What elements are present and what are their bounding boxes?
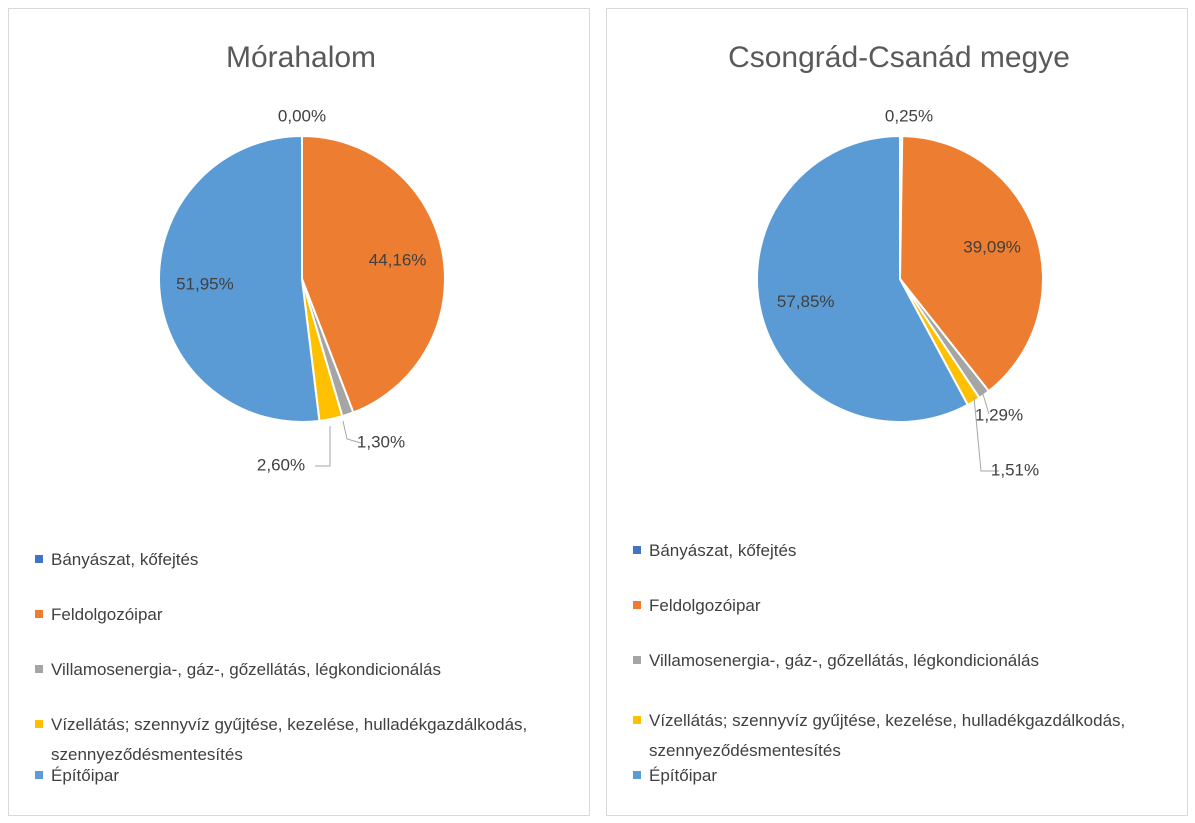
pie-chart: Mórahalom 0,00% 44,16% 1,30% 2,60% 51,95% (158, 41, 446, 474)
data-label: 0,00% (278, 106, 326, 125)
legend-swatch (633, 656, 641, 664)
data-label: 57,85% (777, 292, 835, 311)
pie-slice (756, 134, 970, 423)
legend-swatch (35, 665, 43, 673)
legend-swatch (633, 716, 641, 724)
legend-item: Feldolgozóipar (35, 600, 571, 630)
leader-line (973, 396, 999, 472)
pie-slice (301, 134, 446, 414)
data-label: 44,16% (369, 251, 427, 270)
legend-label: Bányászat, kőfejtés (649, 541, 797, 560)
legend-label: Feldolgozóipar (649, 596, 761, 615)
legend-label: Építőipar (649, 766, 718, 785)
legend-swatch (633, 771, 641, 779)
pie-chart: Csongrád-Csanád megye 0,25% 39,09% 1,29% 1,5… (728, 41, 1070, 480)
legend-item: Feldolgozóipar (633, 591, 1139, 621)
legend-swatch (633, 546, 641, 554)
leader-line (981, 390, 990, 415)
legend-item: Villamosenergia-, gáz-, gőzellátás, légk… (633, 646, 1139, 676)
legend-label: Feldolgozóipar (51, 605, 163, 624)
legend-swatch (633, 601, 641, 609)
data-label: 39,09% (963, 237, 1021, 256)
chart-panel: Csongrád-Csanád megye 0,25% 39,09% 1,29% 1,5… (606, 8, 1188, 816)
legend-label: Villamosenergia-, gáz-, gőzellátás, légk… (649, 651, 1039, 670)
leader-line (315, 426, 331, 467)
data-label: 1,29% (975, 405, 1023, 424)
data-label: 1,51% (991, 460, 1039, 479)
legend-item: Vízellátás; szennyvíz gyűjtése, kezelése… (633, 706, 1139, 766)
chart-panel: Mórahalom 0,00% 44,16% 1,30% 2,60% 51,95% Bány… (8, 8, 590, 816)
legend-item: Vízellátás; szennyvíz gyűjtése, kezelése… (35, 710, 571, 770)
leader-line (342, 420, 362, 444)
legend-swatch (35, 610, 43, 618)
pie-slice (898, 135, 1044, 393)
data-label: 2,60% (257, 455, 305, 474)
chart-title: Mórahalom (226, 41, 376, 74)
legend-label: Vízellátás; szennyvíz gyűjtése, kezelése… (649, 711, 1126, 760)
legend-item: Villamosenergia-, gáz-, gőzellátás, légk… (35, 655, 571, 685)
data-label: 1,30% (357, 432, 405, 451)
legend-label: Bányászat, kőfejtés (51, 550, 199, 569)
legend-label: Építőipar (51, 766, 120, 785)
legend-item: Bányászat, kőfejtés (35, 545, 571, 575)
pie-slice (158, 134, 321, 423)
legend-swatch (35, 720, 43, 728)
data-label: 0,25% (885, 106, 933, 125)
legend-item: Építőipar (633, 761, 1139, 791)
chart-title: Csongrád-Csanád megye (728, 41, 1070, 74)
legend-item: Építőipar (35, 761, 571, 791)
legend-swatch (35, 555, 43, 563)
legend-label: Vízellátás; szennyvíz gyűjtése, kezelése… (51, 715, 528, 764)
legend-swatch (35, 771, 43, 779)
legend-label: Villamosenergia-, gáz-, gőzellátás, légk… (51, 660, 441, 679)
data-label: 51,95% (176, 274, 234, 293)
legend-item: Bányászat, kőfejtés (633, 536, 1139, 566)
